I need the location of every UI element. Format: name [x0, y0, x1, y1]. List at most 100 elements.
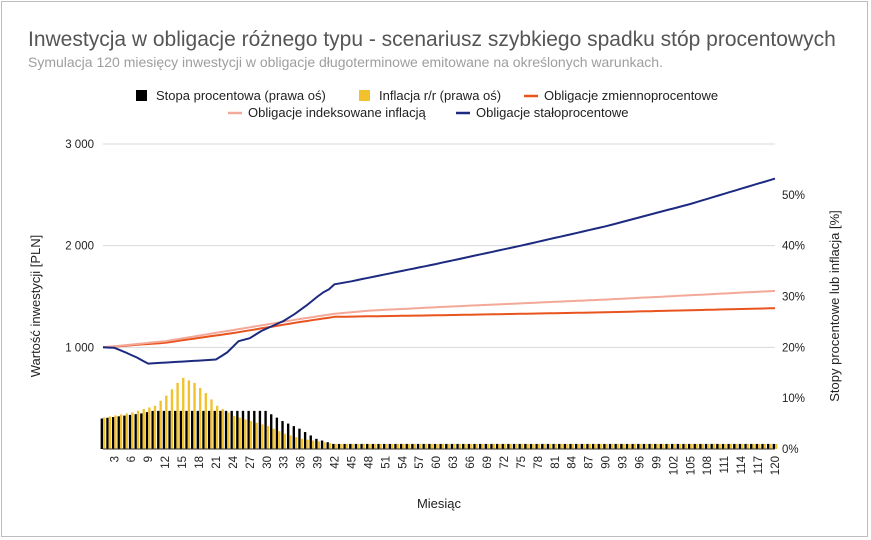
bar-stopa-procentowa [433, 443, 437, 449]
bar-stopa-procentowa [202, 410, 205, 449]
bar-stopa-procentowa [586, 443, 589, 449]
bar-inflacja [645, 443, 648, 449]
bar-inflacja [244, 419, 247, 449]
bar-inflacja [187, 380, 191, 449]
bar-inflacja [266, 426, 270, 449]
bar-stopa-procentowa [405, 443, 408, 449]
bar-inflacja [136, 410, 140, 449]
bar-stopa-procentowa [642, 443, 646, 449]
bar-inflacja [532, 443, 535, 449]
bar-inflacja [317, 441, 320, 449]
bar-inflacja [566, 443, 569, 449]
x-tick-label: 54 [397, 455, 409, 468]
x-tick-label: 72 [499, 456, 511, 469]
x-tick-label: 117 [753, 456, 765, 474]
bar-inflacja [311, 440, 315, 449]
gridlines [103, 143, 775, 348]
bar-inflacja [368, 443, 371, 449]
x-tick-label: 78 [533, 456, 545, 469]
x-tick-label: 75 [516, 456, 528, 469]
bar-stopa-procentowa [366, 443, 369, 449]
bar-stopa-procentowa [507, 443, 510, 449]
x-tick-label: 60 [431, 456, 443, 469]
bar-stopa-procentowa [354, 443, 358, 449]
bar-inflacja [357, 443, 360, 449]
bar-stopa-procentowa [230, 410, 233, 449]
bar-stopa-procentowa [315, 438, 318, 449]
bar-inflacja [690, 443, 693, 449]
bar-inflacja [487, 443, 490, 449]
bar-stopa-procentowa [558, 443, 561, 449]
bar-stopa-procentowa [117, 416, 120, 449]
bar-inflacja [554, 443, 558, 449]
x-tick-label: 105 [685, 456, 697, 475]
bar-inflacja [633, 443, 637, 449]
bar-inflacja [340, 443, 343, 449]
bar-stopa-procentowa [473, 443, 476, 449]
bar-stopa-procentowa [704, 443, 708, 449]
x-tick-label: 27 [245, 456, 257, 469]
bar-inflacja [255, 422, 258, 449]
bar-inflacja [515, 443, 518, 449]
bar-stopa-procentowa [546, 443, 550, 449]
bar-stopa-procentowa [687, 443, 691, 449]
bar-stopa-procentowa [106, 417, 109, 449]
bar-inflacja [560, 443, 563, 449]
x-tick-label: 120 [770, 456, 782, 475]
x-tick-label: 12 [160, 456, 172, 469]
bar-stopa-procentowa [620, 443, 623, 449]
bar-stopa-procentowa [411, 443, 414, 449]
x-tick-label: 69 [482, 456, 494, 469]
bar-stopa-procentowa [490, 443, 493, 449]
bar-stopa-procentowa [456, 443, 459, 449]
legend-swatch [359, 90, 370, 101]
bar-stopa-procentowa [416, 443, 420, 449]
bar-stopa-procentowa [224, 410, 228, 449]
bar-inflacja [272, 428, 275, 449]
bar-inflacja [639, 443, 642, 449]
bar-stopa-procentowa [541, 443, 544, 449]
bar-stopa-procentowa [377, 443, 380, 449]
bar-stopa-procentowa [382, 443, 386, 449]
bar-inflacja [656, 443, 659, 449]
x-tick-label: 3 [109, 456, 121, 462]
x-axis-title: Miesiąc [417, 496, 462, 511]
bar-stopa-procentowa [637, 443, 640, 449]
bar-stopa-procentowa [693, 443, 696, 449]
x-tick-label: 21 [211, 456, 223, 469]
legend-label: Inflacja r/r (prawa oś) [379, 88, 501, 103]
bar-stopa-procentowa [631, 443, 634, 449]
bar-stopa-procentowa [501, 443, 504, 449]
bar-inflacja [526, 443, 529, 449]
bar-stopa-procentowa [190, 410, 194, 449]
bar-stopa-procentowa [151, 410, 154, 449]
bar-inflacja [667, 443, 671, 449]
bar-inflacja [571, 443, 575, 449]
x-tick-label: 9 [143, 456, 155, 462]
y-right-tick-label: 10% [782, 393, 805, 405]
bar-stopa-procentowa [264, 410, 267, 449]
bar-inflacja [385, 443, 388, 449]
bar-inflacja [498, 443, 501, 449]
bar-inflacja [328, 443, 332, 449]
bar-stopa-procentowa [111, 417, 115, 449]
bar-stopa-procentowa [145, 412, 149, 449]
x-tick-label: 42 [330, 456, 342, 469]
bar-inflacja [278, 431, 281, 449]
legend: Stopa procentowa (prawa oś) Inflacja r/r … [136, 88, 718, 120]
bar-stopa-procentowa [298, 428, 301, 449]
x-tick-label: 24 [228, 455, 240, 468]
legend-label: Stopa procentowa (prawa oś) [156, 88, 326, 103]
bar-inflacja [741, 443, 744, 449]
bar-stopa-procentowa [716, 443, 719, 449]
bar-inflacja [232, 415, 236, 449]
bar-stopa-procentowa [614, 443, 617, 449]
bar-stopa-procentowa [123, 415, 126, 449]
x-tick-label: 45 [346, 456, 358, 469]
x-tick-label: 96 [634, 456, 646, 469]
bar-inflacja [684, 443, 688, 449]
bar-inflacja [413, 443, 416, 449]
bar-inflacja [261, 424, 264, 449]
bar-stopa-procentowa [535, 443, 538, 449]
